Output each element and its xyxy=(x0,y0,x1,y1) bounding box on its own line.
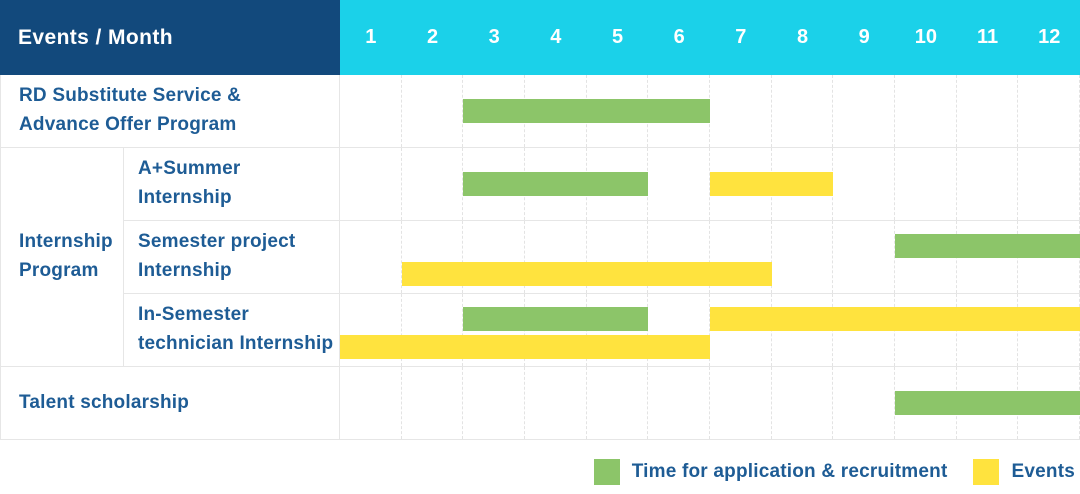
grid-cell xyxy=(402,148,464,220)
grid-cell xyxy=(402,294,464,366)
grid-cell xyxy=(833,221,896,293)
grid-cell xyxy=(525,221,587,293)
grid-cell xyxy=(402,221,464,293)
gantt-bar-yellow xyxy=(710,307,1080,331)
gantt-bar-green xyxy=(463,172,649,196)
table-row-talent-scholarship: Talent scholarship xyxy=(0,367,1080,440)
month-header-row: 1 2 3 4 5 6 7 8 9 10 11 12 xyxy=(340,0,1080,75)
grid-cell xyxy=(957,75,1019,147)
month-header-cell: 10 xyxy=(914,26,937,48)
group-label-internship-program: Internship Program xyxy=(0,148,124,367)
grid-cell xyxy=(463,221,526,293)
grid-cell xyxy=(340,75,402,147)
chart-cell xyxy=(340,75,1080,147)
chart-cell xyxy=(340,367,1080,439)
gantt-bar-green xyxy=(463,307,649,331)
grid-cell xyxy=(710,367,772,439)
table-row-in-semester-technician-internship: In-Semester technician Internship xyxy=(124,294,1080,367)
grid-cell xyxy=(772,221,834,293)
grid-cell xyxy=(957,148,1019,220)
legend-label: Time for application & recruitment xyxy=(631,461,948,482)
month-header-cell: 5 xyxy=(611,26,624,48)
grid-cell xyxy=(833,75,896,147)
grid-cell xyxy=(402,75,464,147)
grid-cell xyxy=(402,367,464,439)
grid-cell xyxy=(895,75,957,147)
month-header-cell: 3 xyxy=(488,26,500,48)
grid-cell xyxy=(772,75,834,147)
grid-cell xyxy=(895,148,957,220)
month-header-cell: 1 xyxy=(365,26,377,48)
grid-cell xyxy=(587,367,649,439)
table-row-a-summer-internship: A+Summer Internship xyxy=(124,148,1080,221)
table-header: Events / Month 1 2 3 4 5 6 7 8 9 10 11 12 xyxy=(0,0,1080,75)
grid-cell xyxy=(648,148,711,220)
month-header-cell: 11 xyxy=(976,26,999,48)
gantt-bar-yellow xyxy=(710,172,834,196)
legend: Time for application & recruitment Events xyxy=(0,440,1080,494)
grid-cell xyxy=(710,221,772,293)
month-header-cell: 4 xyxy=(550,26,562,48)
table-row-rd-substitute: RD Substitute Service & Advance Offer Pr… xyxy=(0,75,1080,148)
month-header-cell: 6 xyxy=(673,26,685,48)
gantt-bar-yellow xyxy=(401,262,772,286)
gantt-bar-green xyxy=(895,391,1080,415)
month-header-cell: 8 xyxy=(796,26,809,48)
chart-cell xyxy=(340,221,1080,293)
events-month-header: Events / Month xyxy=(0,0,340,75)
grid-cell xyxy=(772,367,834,439)
gantt-bar-yellow xyxy=(340,335,710,359)
month-header-cell: 9 xyxy=(858,26,870,48)
chart-cell xyxy=(340,148,1080,220)
row-label-in-semester-technician-internship: In-Semester technician Internship xyxy=(124,294,340,366)
grid-cell xyxy=(833,148,896,220)
legend-item: Events xyxy=(973,459,1075,485)
grid-cell xyxy=(340,221,402,293)
grid-cell xyxy=(648,294,711,366)
grid-cell xyxy=(525,367,587,439)
grid-cell xyxy=(340,294,402,366)
grid-cell xyxy=(648,367,711,439)
grid-cell xyxy=(340,367,402,439)
legend-label: Events xyxy=(1011,461,1075,482)
row-label-a-summer-internship: A+Summer Internship xyxy=(124,148,340,220)
grid-cell xyxy=(340,148,402,220)
legend-swatch-yellow xyxy=(973,459,1000,485)
grid-cell xyxy=(463,367,526,439)
row-label-talent-scholarship: Talent scholarship xyxy=(0,367,340,439)
row-label-rd-substitute: RD Substitute Service & Advance Offer Pr… xyxy=(0,75,340,147)
gantt-bar-green xyxy=(895,234,1080,258)
legend-item: Time for application & recruitment xyxy=(593,459,948,485)
grid-cell xyxy=(710,75,772,147)
legend-swatch-green xyxy=(593,459,620,485)
grid-cell xyxy=(1018,148,1080,220)
group-internship-program: Internship Program A+Summer Internship S… xyxy=(0,148,1080,367)
chart-cell xyxy=(340,294,1080,366)
grid-cell xyxy=(587,221,649,293)
gantt-bar-green xyxy=(463,99,710,123)
month-header-cell: 12 xyxy=(1038,26,1061,48)
month-header-cell: 2 xyxy=(426,26,439,48)
row-label-semester-project-internship: Semester project Internship xyxy=(124,221,340,293)
grid-cell xyxy=(1018,75,1080,147)
grid-cell xyxy=(833,367,896,439)
month-header-cell: 7 xyxy=(735,26,747,48)
grid-cell xyxy=(648,221,711,293)
table-row-semester-project-internship: Semester project Internship xyxy=(124,221,1080,294)
